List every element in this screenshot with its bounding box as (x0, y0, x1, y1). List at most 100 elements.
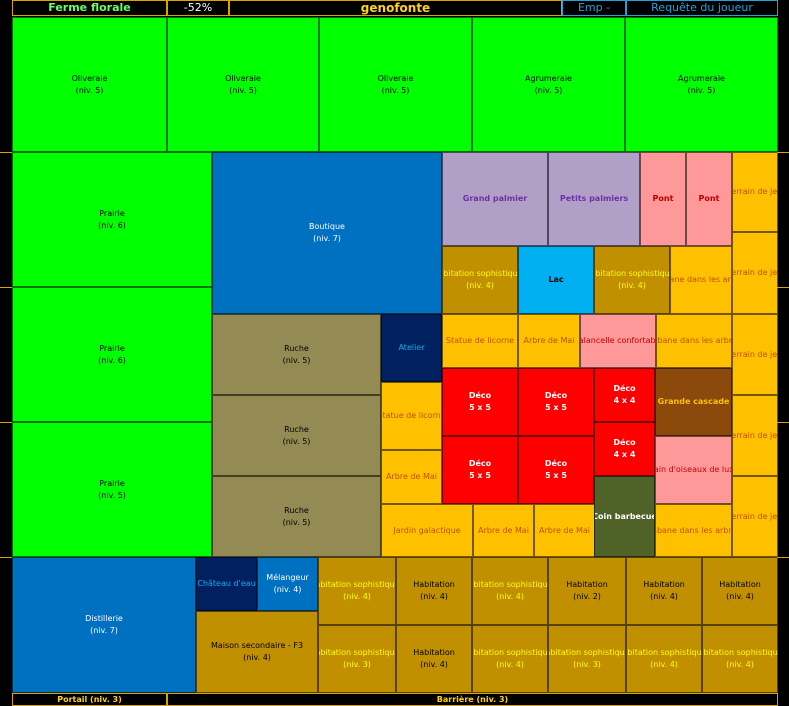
building-label: Déco 4 x 4 (613, 438, 636, 459)
building-label: Terrain de jeu (732, 187, 778, 196)
building-deco-5x5[interactable]: Déco 5 x 5 (518, 368, 594, 436)
building-coin-barbecue[interactable]: Coin barbecue (594, 476, 655, 557)
building-label: Pont (698, 194, 720, 203)
building-label: Déco 5 x 5 (468, 459, 492, 480)
building-oliveraie[interactable]: Oliveraie (niv. 5) (167, 17, 319, 152)
building-boutique[interactable]: Boutique (niv. 7) (212, 152, 442, 314)
building-statue-de-licorne[interactable]: Statue de licorne (381, 382, 442, 450)
building-habitation[interactable]: Habitation (niv. 4) (396, 625, 472, 693)
building-label: Habitation sophistiquée (niv. 4) (443, 269, 518, 290)
building-label: Déco 5 x 5 (544, 459, 568, 480)
building-cabane-dans-les-arbres[interactable]: Cabane dans les arbres (655, 504, 732, 557)
building-ruche[interactable]: Ruche (niv. 5) (212, 395, 381, 476)
building-chateau-d-eau[interactable]: Château d'eau (196, 557, 257, 611)
building-prairie[interactable]: Prairie (niv. 6) (12, 287, 212, 422)
building-label: Habitation sophistiquée (niv. 4) (473, 648, 548, 669)
barrier-label: Barrière (niv. 3) (167, 693, 778, 706)
building-arbre-de-mai[interactable]: Arbre de Mai (518, 314, 580, 368)
building-agrumeraie[interactable]: Agrumeraie (niv. 5) (625, 17, 778, 152)
building-label: Cabane dans les arbres (656, 525, 732, 535)
building-habitation-sophistiquee[interactable]: Habitation sophistiquée (niv. 4) (442, 246, 518, 314)
farm-name: Ferme florale (12, 0, 167, 16)
grid-tick (0, 287, 12, 288)
building-deco-5x5[interactable]: Déco 5 x 5 (442, 436, 518, 504)
building-label: Cabane dans les arbres (657, 336, 732, 345)
grid-tick (777, 557, 789, 558)
grid-tick (0, 422, 12, 423)
building-maison-secondaire-f3[interactable]: Maison secondaire - F3 (niv. 4) (196, 611, 318, 693)
building-habitation[interactable]: Habitation (niv. 4) (396, 557, 472, 625)
building-arbre-de-mai[interactable]: Arbre de Mai (534, 504, 595, 557)
building-habitation-sophistiquee[interactable]: Habitation sophistiquée (niv. 4) (318, 557, 396, 625)
building-habitation-sophistiquee[interactable]: Habitation sophistiquée (niv. 4) (472, 625, 548, 693)
building-habitation-sophistiquee[interactable]: Habitation sophistiquée (niv. 4) (594, 246, 670, 314)
building-arbre-de-mai[interactable]: Arbre de Mai (381, 450, 442, 504)
player-request: Requête du joueur (626, 0, 778, 16)
building-deco-5x5[interactable]: Déco 5 x 5 (518, 436, 594, 504)
building-cabane-dans-les-arbres[interactable]: Cabane dans les arbres (656, 314, 732, 368)
building-ruche[interactable]: Ruche (niv. 5) (212, 476, 381, 557)
building-habitation-sophistiquee[interactable]: Habitation sophistiquée (niv. 4) (472, 557, 548, 625)
building-ruche[interactable]: Ruche (niv. 5) (212, 314, 381, 395)
building-deco-4x4[interactable]: Déco 4 x 4 (594, 422, 655, 476)
building-jardin-galactique[interactable]: Jardin galactique (381, 504, 473, 557)
building-label: Déco 5 x 5 (468, 391, 492, 412)
grid-tick (777, 422, 789, 423)
building-terrain-de-jeu[interactable]: Terrain de jeu (732, 314, 778, 395)
building-cabane-dans-les-arbres[interactable]: Cabane dans les arbres (670, 246, 732, 314)
building-habitation[interactable]: Habitation (niv. 4) (626, 557, 702, 625)
building-grande-cascade[interactable]: Grande cascade (655, 368, 732, 436)
building-lac[interactable]: Lac (518, 246, 594, 314)
building-arbre-de-mai[interactable]: Arbre de Mai (473, 504, 534, 557)
building-prairie[interactable]: Prairie (niv. 5) (12, 422, 212, 557)
building-label: Terrain de jeu (732, 349, 778, 359)
building-grand-palmier[interactable]: Grand palmier (442, 152, 548, 246)
building-label: Boutique (niv. 7) (309, 222, 345, 243)
building-habitation-sophistiquee[interactable]: Habitation sophistiquée (niv. 3) (548, 625, 626, 693)
building-habitation[interactable]: Habitation (niv. 4) (702, 557, 778, 625)
building-label: Habitation sophistiquée (niv. 4) (703, 648, 778, 669)
building-terrain-de-jeu[interactable]: Terrain de jeu (732, 232, 778, 314)
building-label: Habitation (niv. 4) (413, 648, 455, 669)
building-pont[interactable]: Pont (686, 152, 732, 246)
building-oliveraie[interactable]: Oliveraie (niv. 5) (319, 17, 472, 152)
building-label: Déco 5 x 5 (544, 391, 568, 412)
building-distillerie[interactable]: Distillerie (niv. 7) (12, 557, 196, 693)
building-agrumeraie[interactable]: Agrumeraie (niv. 5) (472, 17, 625, 152)
building-label: Arbre de Mai (478, 525, 529, 535)
building-label: Prairie (niv. 5) (98, 478, 126, 500)
building-terrain-de-jeu[interactable]: Terrain de jeu (732, 395, 778, 476)
building-melangeur[interactable]: Mélangeur (niv. 4) (257, 557, 318, 611)
building-label: Coin barbecue (594, 511, 655, 521)
building-terrain-de-jeu[interactable]: Terrain de jeu (732, 476, 778, 557)
building-label: Atelier (398, 343, 425, 352)
building-deco-4x4[interactable]: Déco 4 x 4 (594, 368, 655, 422)
building-atelier[interactable]: Atelier (381, 314, 442, 382)
building-label: Ruche (niv. 5) (282, 343, 311, 365)
building-oliveraie[interactable]: Oliveraie (niv. 5) (12, 17, 167, 152)
building-label: Habitation (niv. 2) (566, 580, 608, 601)
building-petits-palmiers[interactable]: Petits palmiers (548, 152, 640, 246)
grid-tick (0, 152, 12, 153)
building-balancelle-confortable[interactable]: Balancelle confortable (580, 314, 656, 368)
building-label: Terrain de jeu (732, 268, 778, 277)
building-label: Prairie (niv. 6) (98, 208, 126, 230)
building-label: Déco 4 x 4 (613, 384, 636, 405)
building-pont[interactable]: Pont (640, 152, 686, 246)
building-label: Ruche (niv. 5) (282, 424, 311, 446)
building-habitation-sophistiquee[interactable]: Habitation sophistiquée (niv. 3) (318, 625, 396, 693)
building-habitation-sophistiquee[interactable]: Habitation sophistiquée (niv. 4) (702, 625, 778, 693)
building-habitation-sophistiquee[interactable]: Habitation sophistiquée (niv. 4) (626, 625, 702, 693)
building-terrain-de-jeu[interactable]: Terrain de jeu (732, 152, 778, 232)
building-prairie[interactable]: Prairie (niv. 6) (12, 152, 212, 287)
building-label: Statue de licorne (445, 336, 515, 345)
building-label: Grande cascade (657, 397, 730, 406)
building-label: Habitation sophistiquée (niv. 4) (473, 580, 548, 601)
emp-label: Emp - (562, 0, 626, 16)
building-label: Habitation (niv. 4) (413, 580, 455, 601)
building-habitation[interactable]: Habitation (niv. 2) (548, 557, 626, 625)
building-deco-5x5[interactable]: Déco 5 x 5 (442, 368, 518, 436)
building-bain-d-oiseaux-de-luxe[interactable]: Bain d'oiseaux de luxe (655, 436, 732, 504)
building-statue-de-licorne[interactable]: Statue de licorne (442, 314, 518, 368)
